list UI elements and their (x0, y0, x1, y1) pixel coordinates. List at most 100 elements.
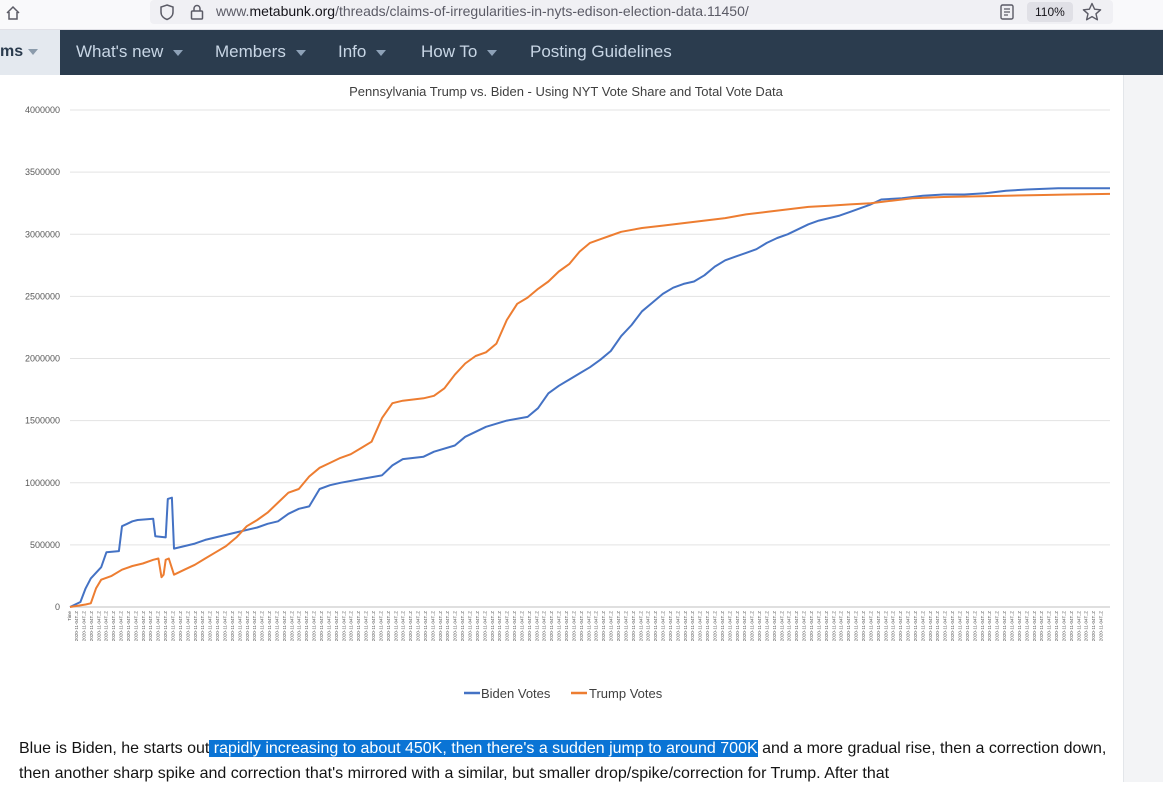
lock-icon[interactable] (189, 3, 205, 21)
x-tick-label: 2020-11-04T..Z (809, 611, 814, 641)
x-tick-label: 2020-11-04T..Z (126, 611, 131, 641)
x-tick-label: 2020-11-04T..Z (668, 611, 673, 641)
chevron-down-icon[interactable] (28, 49, 38, 55)
site-navigation: ms What's new Members Info How To Postin… (0, 30, 1163, 75)
url-text[interactable]: www.metabunk.org/threads/claims-of-irreg… (216, 3, 749, 19)
x-tick-label: 2020-11-04T..Z (297, 611, 302, 641)
nav-posting-guidelines[interactable]: Posting Guidelines (530, 42, 672, 62)
reader-view-icon[interactable] (998, 3, 1016, 21)
x-tick-label: 2020-11-04T..Z (364, 611, 369, 641)
nav-whats-new[interactable]: What's new (76, 42, 184, 62)
x-tick-label: 2020-11-04T..Z (505, 611, 510, 641)
x-tick-label: 2020-11-04T..Z (816, 611, 821, 641)
x-tick-label: 2020-11-04T..Z (868, 611, 873, 641)
shield-icon[interactable] (158, 3, 176, 21)
x-tick-label: 2020-11-04T..Z (943, 611, 948, 641)
x-tick-label: 2020-11-04T..Z (698, 611, 703, 641)
x-tick-label: 2020-11-04T..Z (713, 611, 718, 641)
x-tick-label: 2020-11-04T..Z (215, 611, 220, 641)
x-tick-label: 2020-11-04T..Z (601, 611, 606, 641)
y-tick-label: 500000 (30, 540, 60, 550)
x-tick-label: 2020-11-04T..Z (475, 611, 480, 641)
x-tick-label: 2020-11-04T..Z (416, 611, 421, 641)
home-icon[interactable] (2, 2, 24, 24)
y-tick-label: 1500000 (25, 416, 60, 426)
url-bar[interactable] (150, 0, 1113, 24)
x-tick-label: 2020-11-04T..Z (438, 611, 443, 641)
x-tick-label: 2020-11-04T..Z (490, 611, 495, 641)
x-tick-label: 2020-11-04T..Z (74, 611, 79, 641)
x-tick-label: 2020-11-04T..Z (230, 611, 235, 641)
x-tick-label: 2020-11-04T..Z (267, 611, 272, 641)
x-tick-label: 2020-11-04T..Z (312, 611, 317, 641)
x-tick-label: 2020-11-04T..Z (386, 611, 391, 641)
x-tick-label: 2020-11-04T..Z (378, 611, 383, 641)
zoom-level-badge[interactable]: 110% (1027, 2, 1073, 22)
x-tick-label: 2020-11-04T..Z (393, 611, 398, 641)
x-tick-label: 2020-11-04T..Z (1084, 611, 1089, 641)
x-tick-label: 2020-11-04T..Z (787, 611, 792, 641)
x-tick-label: 2020-11-04T..Z (861, 611, 866, 641)
x-tick-label: 2020-11-04T..Z (96, 611, 101, 641)
x-tick-label: 2020-11-04T..Z (178, 611, 183, 641)
post-text-start: Blue is Biden, he starts out (19, 740, 210, 757)
x-tick-label: 2020-11-04T..Z (1076, 611, 1081, 641)
x-tick-label: 2020-11-04T..Z (371, 611, 376, 641)
x-tick-label: 2020-11-04T..Z (1010, 611, 1015, 641)
x-tick-label: 2020-11-04T..Z (1002, 611, 1007, 641)
chevron-down-icon[interactable] (487, 49, 498, 56)
x-tick-label: 2020-11-04T..Z (675, 611, 680, 641)
x-tick-label: 2020-11-04T..Z (616, 611, 621, 641)
x-tick-label: 2020-11-04T..Z (252, 611, 257, 641)
x-tick-label: 2020-11-04T..Z (794, 611, 799, 641)
x-tick-label: 2020-11-04T..Z (520, 611, 525, 641)
x-tick-label: 2020-11-04T..Z (1032, 611, 1037, 641)
x-tick-label: 2020-11-04T..Z (980, 611, 985, 641)
chart-x-axis: Time 2020-11-04T..Z 2020-11-04T..Z 2020-11-… (67, 611, 1104, 642)
chevron-down-icon[interactable] (376, 49, 387, 56)
x-tick-label: 2020-11-04T..Z (453, 611, 458, 641)
bookmark-star-icon[interactable] (1081, 1, 1103, 23)
x-tick-label: 2020-11-04T..Z (289, 611, 294, 641)
nav-info[interactable]: Info (338, 42, 387, 62)
selected-text-highlight[interactable]: rapidly increasing to about 450K, then t… (209, 740, 758, 757)
x-tick-label: 2020-11-04T..Z (631, 611, 636, 641)
x-tick-label: 2020-11-04T..Z (772, 611, 777, 641)
x-tick-label: 2020-11-04T..Z (995, 611, 1000, 641)
url-host: metabunk.org (249, 3, 336, 19)
legend-biden-label: Biden Votes (481, 686, 551, 701)
biden-votes-line (69, 187, 1110, 608)
x-tick-label: 2020-11-04T..Z (1099, 611, 1104, 641)
x-tick-label: 2020-11-04T..Z (906, 611, 911, 641)
x-tick-label: 2020-11-04T..Z (304, 611, 309, 641)
y-tick-label: 3500000 (25, 167, 60, 177)
x-tick-label: 2020-11-04T..Z (81, 611, 86, 641)
x-tick-label: 2020-11-04T..Z (141, 611, 146, 641)
post-body-text: Blue is Biden, he starts out rapidly inc… (19, 736, 1119, 786)
x-tick-label: 2020-11-04T..Z (512, 611, 517, 641)
trump-votes-line (69, 192, 1111, 608)
x-tick-label: 2020-11-04T..Z (1017, 611, 1022, 641)
chevron-down-icon[interactable] (173, 49, 184, 56)
x-tick-label: 2020-11-04T..Z (200, 611, 205, 641)
x-tick-label: 2020-11-04T..Z (245, 611, 250, 641)
x-tick-label: 2020-11-04T..Z (326, 611, 331, 641)
nav-how-to[interactable]: How To (421, 42, 498, 62)
x-tick-label: 2020-11-04T..Z (564, 611, 569, 641)
nav-forums-tab[interactable]: ms (0, 30, 60, 75)
x-tick-label: 2020-11-04T..Z (1047, 611, 1052, 641)
x-tick-label: 2020-11-04T..Z (445, 611, 450, 641)
y-tick-label: 0 (55, 602, 60, 612)
nav-forums-label: ms (0, 43, 24, 60)
nav-members[interactable]: Members (215, 42, 306, 62)
x-tick-label: 2020-11-04T..Z (260, 611, 265, 641)
chevron-down-icon[interactable] (295, 49, 306, 56)
x-tick-label: 2020-11-04T..Z (119, 611, 124, 641)
x-tick-label: 2020-11-04T..Z (913, 611, 918, 641)
x-tick-label: 2020-11-04T..Z (571, 611, 576, 641)
chart-legend: Biden Votes Trump Votes (464, 686, 663, 701)
chart-gridlines (70, 109, 1110, 608)
x-tick-label: 2020-11-04T..Z (223, 611, 228, 641)
x-tick-label: 2020-11-04T..Z (891, 611, 896, 641)
x-tick-label: 2020-11-04T..Z (133, 611, 138, 641)
